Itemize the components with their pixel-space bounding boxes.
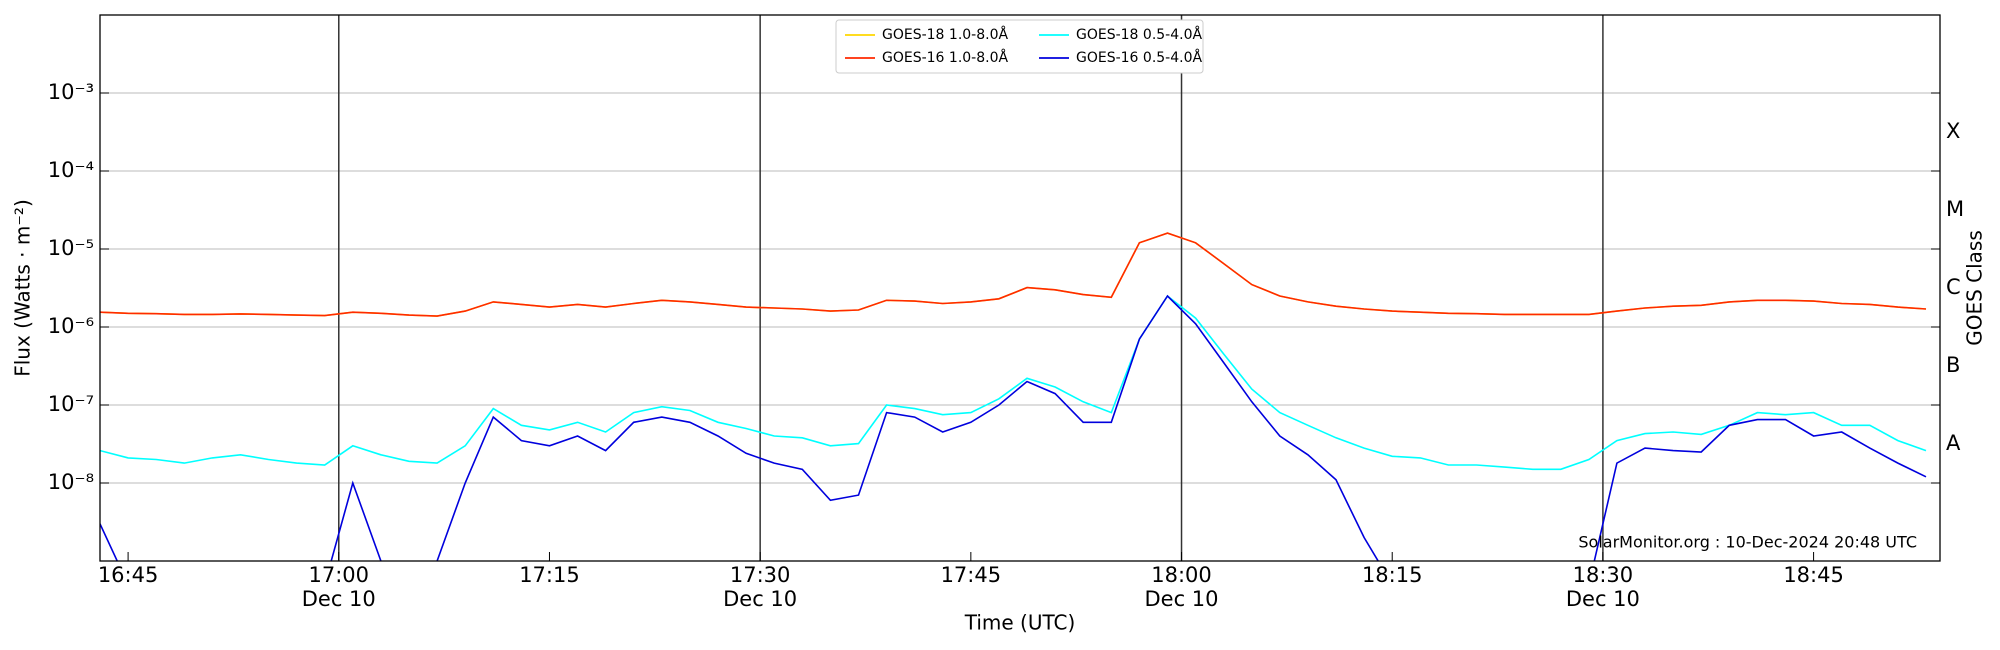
x-tick-date: Dec 10 [1566, 587, 1640, 611]
x-tick-date: Dec 10 [723, 587, 797, 611]
legend-box [835, 19, 1204, 74]
x-tick-label: 17:30 [730, 563, 791, 587]
series-line [100, 232, 1927, 317]
plot-lines [100, 232, 1927, 561]
y-axis-label: Flux (Watts · m⁻²) [11, 199, 35, 377]
x-tick-label: 18:45 [1783, 563, 1844, 587]
grid [100, 15, 1940, 561]
y2-tick-label: X [1946, 119, 1960, 143]
y-tick-label: 10⁻⁵ [48, 236, 94, 260]
y-tick-label: 10⁻⁴ [48, 158, 94, 182]
legend-label: GOES-16 0.5-4.0Å [1076, 49, 1202, 66]
series-line [100, 294, 1927, 561]
y-tick-label: 10⁻⁷ [48, 392, 94, 416]
x-tick-label: 18:15 [1362, 563, 1423, 587]
y2-tick-label: M [1946, 197, 1964, 221]
x-tick-label: 17:00 [309, 563, 370, 587]
x-tick-label: 17:45 [941, 563, 1002, 587]
y2-tick-label: A [1946, 431, 1961, 455]
legend-label: GOES-16 1.0-8.0Å [882, 49, 1008, 66]
x-tick-label: 17:15 [519, 563, 580, 587]
series-line [100, 232, 1927, 317]
x-axis-label: Time (UTC) [964, 611, 1076, 635]
plot-frame [99, 14, 1941, 562]
x-tick-date: Dec 10 [302, 587, 376, 611]
x-tick-label: 16:45 [98, 563, 159, 587]
y2-axis-label: GOES Class [1963, 230, 1987, 346]
y-tick-label: 10⁻⁸ [48, 470, 94, 494]
x-tick-label: 18:30 [1573, 563, 1634, 587]
x-tick-label: 18:00 [1151, 563, 1212, 587]
legend-label: GOES-18 1.0-8.0Å [882, 26, 1008, 43]
legend: GOES-18 1.0-8.0Å GOES-16 1.0-8.0Å GOES-18 … [835, 19, 1204, 74]
legend-label: GOES-18 0.5-4.0Å [1076, 26, 1202, 43]
y2-tick-label: C [1946, 275, 1961, 299]
y-tick-label: 10⁻⁶ [48, 314, 94, 338]
series-line [100, 294, 1927, 471]
y2-tick-label: B [1946, 353, 1960, 377]
y-tick-label: 10⁻³ [48, 80, 94, 104]
annotation: SolarMonitor.org : 10-Dec-2024 20:48 UTC [1578, 533, 1917, 552]
x-tick-date: Dec 10 [1145, 587, 1219, 611]
